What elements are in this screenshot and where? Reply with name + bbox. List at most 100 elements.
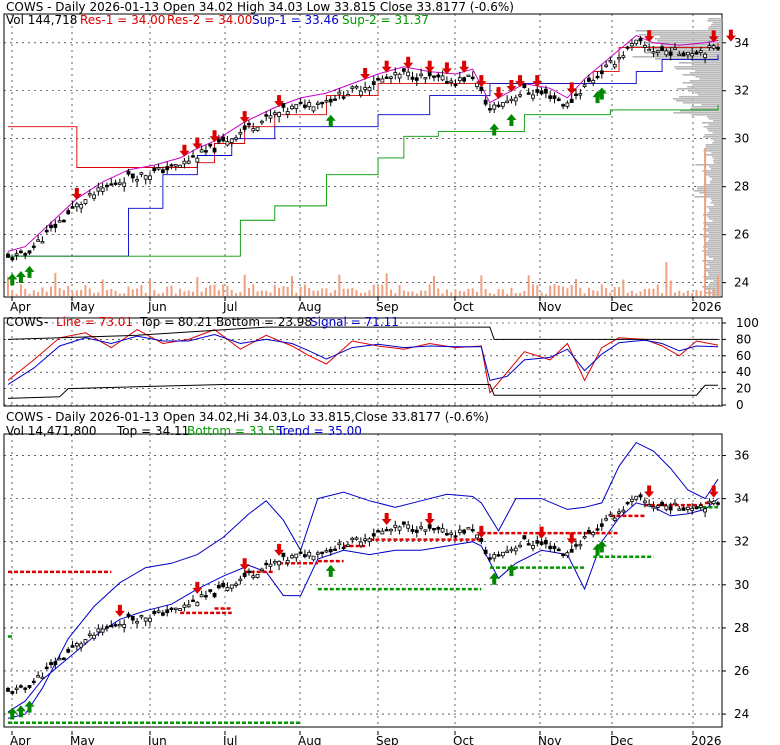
y-tick-label: 28	[734, 180, 749, 194]
candle	[587, 77, 591, 82]
lower-band-line	[7, 498, 719, 713]
support-1-line	[8, 54, 719, 257]
volume-bar	[381, 284, 384, 296]
volume-profile-bar	[672, 98, 722, 100]
candle	[397, 73, 402, 79]
candle	[208, 143, 213, 147]
candle	[630, 498, 634, 502]
volume-profile-bar	[694, 92, 722, 94]
volume-bar	[458, 290, 461, 296]
candle	[238, 132, 243, 135]
candle	[337, 542, 342, 546]
volume-bar	[583, 293, 586, 296]
volume-bar	[265, 290, 268, 296]
candle	[462, 529, 467, 534]
y-tick-label: 20	[736, 382, 751, 396]
candle	[294, 553, 299, 559]
volume-bar	[717, 275, 719, 296]
volume-profile-bar	[703, 236, 722, 238]
volume-profile-bar	[702, 250, 722, 252]
candle	[44, 229, 49, 233]
candle	[277, 112, 281, 117]
volume-bar	[342, 288, 345, 296]
volume-profile-bar	[692, 84, 722, 86]
volume-bar	[557, 285, 560, 296]
volume-bar	[476, 291, 479, 296]
volume-bar	[338, 274, 341, 296]
volume-bar	[467, 288, 470, 296]
sell-arrow	[725, 29, 736, 42]
candle	[595, 528, 600, 531]
candle	[182, 604, 187, 608]
volume-bar	[540, 292, 543, 296]
candle	[152, 167, 157, 172]
candle	[518, 94, 522, 97]
volume-bar	[346, 288, 349, 296]
volume-profile-bar	[635, 30, 722, 32]
oscillator-bottom-line	[7, 384, 718, 399]
volume-profile-bar	[704, 172, 722, 174]
upper-band-line	[7, 441, 719, 719]
volume-bar	[605, 288, 608, 296]
candle	[303, 554, 307, 558]
y-tick-label: 100	[736, 316, 759, 330]
candle	[535, 89, 540, 93]
sell-arrow	[424, 60, 435, 73]
volume-bar	[213, 284, 216, 296]
candle	[272, 112, 277, 115]
candle	[346, 93, 350, 97]
volume-profile-bar	[709, 282, 722, 284]
volume-bar	[15, 293, 18, 296]
volume-bar	[75, 290, 78, 296]
volume-profile-bar	[704, 268, 722, 270]
volume-bar	[652, 288, 655, 296]
candle	[608, 514, 613, 517]
candle	[604, 64, 609, 67]
volume-bar	[252, 284, 255, 296]
candle	[621, 509, 626, 513]
candle	[350, 86, 355, 89]
candle	[49, 224, 53, 229]
res2-label: Res-2 = 34.00	[167, 13, 252, 27]
candle	[698, 505, 703, 508]
volume-bar	[394, 293, 397, 296]
volume-profile-bar	[703, 228, 722, 230]
buy-arrow	[15, 271, 26, 284]
candle	[556, 98, 561, 101]
candle	[341, 96, 346, 99]
volume-bar	[665, 262, 668, 296]
candle	[19, 685, 23, 688]
sell-arrow	[239, 111, 250, 124]
candle	[358, 541, 363, 547]
candle	[419, 73, 423, 77]
volume-bar	[196, 277, 199, 296]
volume-bar	[84, 285, 87, 296]
candle	[569, 548, 574, 553]
volume-bar	[299, 286, 302, 296]
sell-arrow	[403, 56, 414, 69]
volume-profile-bar	[687, 86, 722, 88]
volume-profile-bar	[689, 80, 722, 82]
sell-arrow	[708, 30, 719, 43]
candle	[419, 526, 423, 529]
volume-bar	[630, 290, 633, 296]
volume-bar	[678, 290, 681, 296]
candle	[427, 524, 432, 529]
candle	[74, 203, 79, 208]
candle	[268, 115, 273, 119]
candle	[264, 114, 269, 117]
volume-profile-bar	[706, 206, 722, 208]
candle	[225, 141, 230, 146]
volume-profile-bar	[694, 70, 722, 72]
volume-bar	[708, 289, 711, 296]
candle	[681, 507, 686, 511]
candle	[449, 80, 454, 83]
candle	[703, 508, 707, 513]
volume-bar	[62, 290, 65, 296]
candle	[27, 250, 32, 254]
volume-profile-bar	[706, 264, 722, 266]
candle	[83, 199, 88, 204]
buy-arrow	[489, 572, 500, 585]
volume-bar	[385, 273, 388, 296]
volume-profile-bar	[702, 170, 722, 172]
